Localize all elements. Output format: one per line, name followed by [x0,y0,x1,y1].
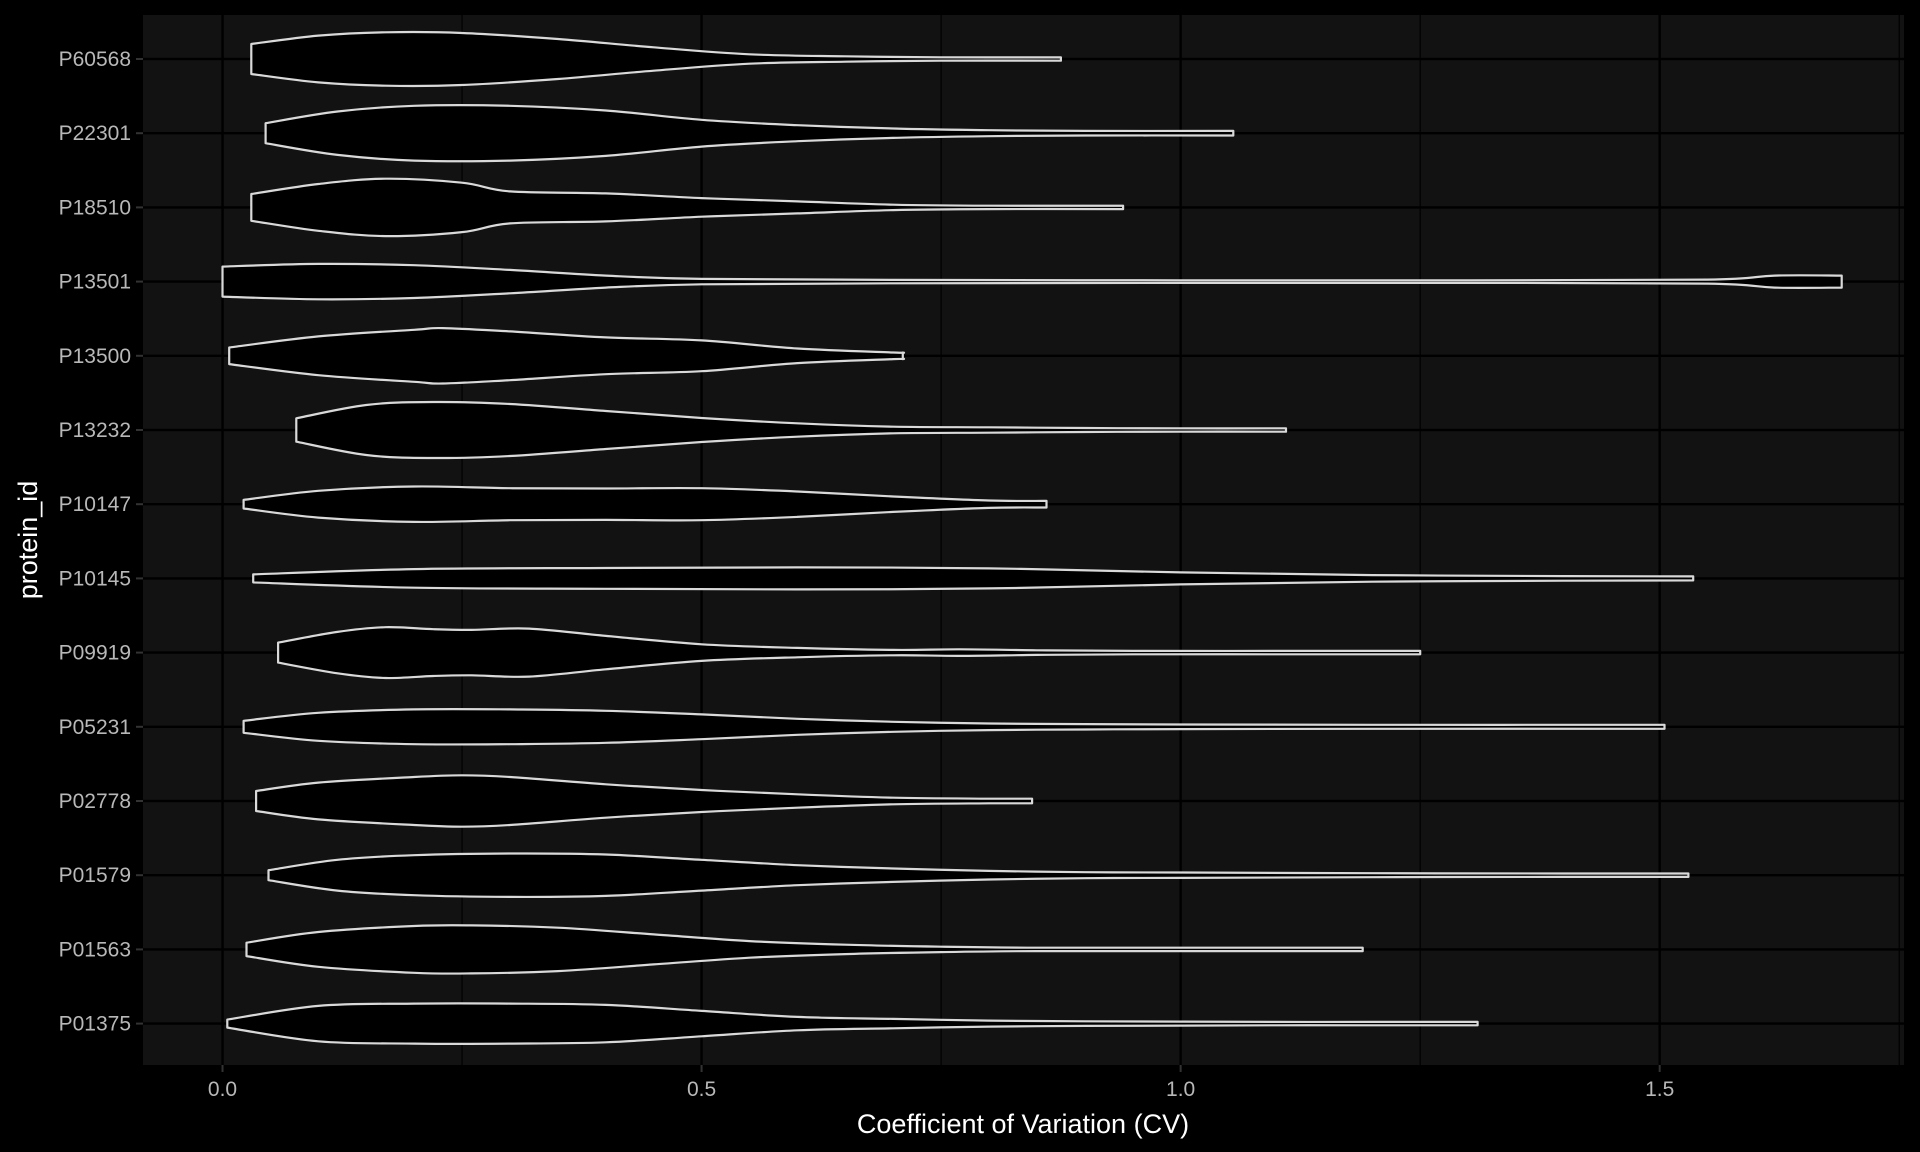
y-tick-label: P10145 [59,567,131,590]
y-tick-label: P22301 [59,122,131,145]
violin-P10147 [242,485,1048,524]
violin-P01563 [245,924,1364,975]
y-tick-label: P10147 [59,493,131,516]
y-tick-label: P13500 [59,345,131,368]
y-tick-label: P01375 [59,1013,131,1036]
y-tick-label: P02778 [59,790,131,813]
violin-P18510 [250,177,1125,238]
violin-P02778 [255,774,1034,828]
y-axis-ticks: P01375 P01563 P01579 P02778 P05231 P09919 P101… [59,48,143,1036]
x-axis-title: Coefficient of Variation (CV) [857,1109,1189,1139]
violin-P22301 [264,104,1235,163]
y-tick-label: P13232 [59,419,131,442]
violin-P13232 [295,400,1288,460]
x-tick-label: 1.5 [1645,1078,1674,1101]
y-tick-label: P05231 [59,716,131,739]
x-tick-label: 1.0 [1166,1078,1195,1101]
violin-P10145 [252,566,1695,591]
y-axis-title: protein_id [13,481,43,600]
violin-P01579 [267,852,1690,899]
y-tick-label: P01563 [59,938,131,961]
violin-P09919 [277,626,1422,680]
y-tick-label: P60568 [59,48,131,71]
violin-P05231 [242,708,1666,746]
violin-P01375 [226,1002,1479,1045]
x-axis-ticks: 0.0 0.5 1.0 1.5 [208,1065,1674,1101]
x-tick-label: 0.5 [687,1078,716,1101]
x-tick-label: 0.0 [208,1078,237,1101]
y-tick-label: P18510 [59,196,131,219]
violin-P13500 [228,326,906,385]
y-tick-label: P09919 [59,642,131,665]
plot-panel [143,15,1904,1065]
y-tick-label: P13501 [59,271,131,294]
violins [221,30,1843,1045]
y-tick-label: P01579 [59,864,131,887]
violin-P13501 [221,262,1843,301]
violin-P60568 [250,30,1062,88]
